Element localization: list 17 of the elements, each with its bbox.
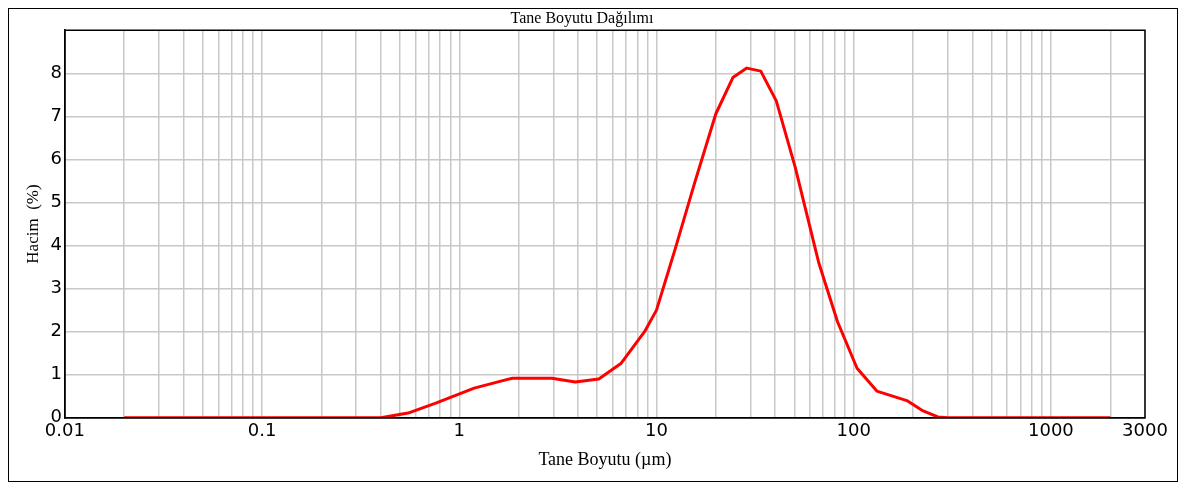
y-tick-label: 5 (50, 190, 62, 212)
x-tick-label: 10 (645, 419, 668, 441)
x-axis-title: Tane Boyutu (µm) (538, 448, 672, 470)
x-tick-label: 3000 (1122, 419, 1168, 441)
x-tick-label: 100 (836, 419, 871, 441)
y-axis-title: Hacim (%) (22, 184, 42, 264)
y-tick-label: 2 (50, 319, 62, 341)
y-tick-label: 8 (50, 60, 62, 82)
y-tick-label: 4 (50, 233, 62, 255)
chart-title: Tane Boyutu Dağılımı (510, 8, 654, 27)
y-tick-label: 1 (50, 362, 62, 384)
y-tick-label: 6 (50, 147, 62, 169)
y-tick-label: 3 (50, 276, 62, 298)
y-tick-label: 7 (50, 104, 62, 126)
x-tick-label: 0.1 (247, 419, 277, 441)
x-tick-label: 1 (453, 419, 465, 441)
x-tick-label: 1000 (1028, 419, 1074, 441)
